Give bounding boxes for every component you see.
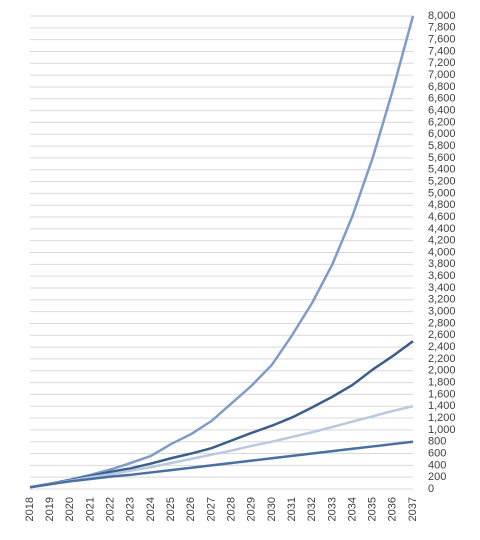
y-tick-label: 800 bbox=[428, 436, 446, 448]
y-tick-label: 400 bbox=[428, 459, 446, 471]
x-tick-label: 2035 bbox=[367, 497, 379, 521]
x-tick-label: 2024 bbox=[145, 497, 157, 521]
y-tick-label: 7,600 bbox=[428, 34, 456, 46]
y-tick-label: 7,200 bbox=[428, 57, 456, 69]
x-tick-label: 2021 bbox=[84, 497, 96, 521]
y-tick-label: 2,800 bbox=[428, 317, 456, 329]
y-tick-label: 6,600 bbox=[428, 93, 456, 105]
y-tick-label: 7,400 bbox=[428, 45, 456, 57]
line-series bbox=[29, 340, 414, 489]
line-series bbox=[29, 405, 414, 489]
x-tick-label: 2037 bbox=[407, 497, 419, 521]
y-tick-label: 2,200 bbox=[428, 353, 456, 365]
y-tick-label: 1,400 bbox=[428, 400, 456, 412]
x-tick-label: 2028 bbox=[225, 497, 237, 521]
y-tick-label: 1,600 bbox=[428, 388, 456, 400]
y-tick-label: 2,400 bbox=[428, 341, 456, 353]
y-tick-label: 4,400 bbox=[428, 223, 456, 235]
y-tick-label: 2,000 bbox=[428, 365, 456, 377]
y-tick-label: 3,400 bbox=[428, 282, 456, 294]
y-tick-label: 0 bbox=[428, 483, 434, 495]
line-series bbox=[29, 440, 414, 489]
x-tick-label: 2020 bbox=[64, 497, 76, 521]
y-tick-label: 5,600 bbox=[428, 152, 456, 164]
x-tick-label: 2027 bbox=[205, 497, 217, 521]
y-tick-label: 4,800 bbox=[428, 199, 456, 211]
y-tick-label: 6,200 bbox=[428, 116, 456, 128]
y-tick-label: 5,200 bbox=[428, 175, 456, 187]
x-tick-label: 2036 bbox=[387, 497, 399, 521]
x-tick-label: 2026 bbox=[185, 497, 197, 521]
y-tick-label: 1,800 bbox=[428, 376, 456, 388]
x-tick-label: 2030 bbox=[266, 497, 278, 521]
y-tick-label: 4,000 bbox=[428, 246, 456, 258]
x-tick-label: 2034 bbox=[346, 497, 358, 521]
x-tick-label: 2029 bbox=[246, 497, 258, 521]
x-tick-label: 2031 bbox=[286, 497, 298, 521]
y-tick-label: 6,400 bbox=[428, 105, 456, 117]
y-tick-label: 1,000 bbox=[428, 424, 456, 436]
x-tick-label: 2025 bbox=[165, 497, 177, 521]
x-tick-label: 2018 bbox=[24, 497, 36, 521]
x-tick-label: 2022 bbox=[105, 497, 117, 521]
y-tick-label: 6,800 bbox=[428, 81, 456, 93]
y-tick-label: 3,000 bbox=[428, 306, 456, 318]
y-tick-label: 5,800 bbox=[428, 140, 456, 152]
x-tick-label: 2023 bbox=[125, 497, 137, 521]
y-tick-label: 600 bbox=[428, 447, 446, 459]
x-tick-label: 2032 bbox=[306, 497, 318, 521]
x-tick-label: 2033 bbox=[326, 497, 338, 521]
y-tick-label: 3,200 bbox=[428, 294, 456, 306]
y-tick-label: 5,000 bbox=[428, 187, 456, 199]
y-tick-label: 5,400 bbox=[428, 164, 456, 176]
y-tick-label: 1,200 bbox=[428, 412, 456, 424]
y-tick-label: 6,000 bbox=[428, 128, 456, 140]
y-tick-label: 3,800 bbox=[428, 258, 456, 270]
line-series bbox=[29, 15, 415, 489]
x-tick-label: 2019 bbox=[44, 497, 56, 521]
y-tick-label: 200 bbox=[428, 471, 446, 483]
y-tick-label: 7,000 bbox=[428, 69, 456, 81]
y-tick-label: 7,800 bbox=[428, 22, 456, 34]
y-tick-label: 4,200 bbox=[428, 235, 456, 247]
y-tick-label: 3,600 bbox=[428, 270, 456, 282]
y-tick-label: 4,600 bbox=[428, 211, 456, 223]
y-tick-label: 2,600 bbox=[428, 329, 456, 341]
y-tick-label: 8,000 bbox=[428, 10, 456, 22]
